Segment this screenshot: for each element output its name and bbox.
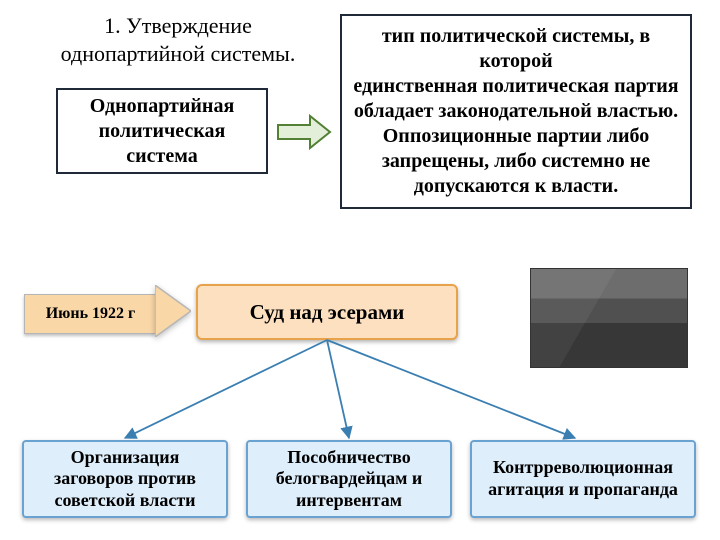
branch-box-3: Контрреволюционная агитация и пропаганда [470, 440, 696, 518]
historical-photo [530, 268, 688, 368]
arrow-right-icon [276, 112, 332, 152]
date-arrow-head-icon [155, 285, 191, 337]
date-arrow-label: Июнь 1922 г [24, 294, 156, 334]
slide-heading: 1. Утверждение однопартийной системы. [48, 12, 308, 67]
branch-box-2: Пособничество белогвардейцам и интервент… [246, 440, 452, 518]
trial-box: Суд над эсерами [196, 284, 458, 340]
slide: 1. Утверждение однопартийной системы. Од… [0, 0, 720, 540]
term-box: Однопартийная политическая система [56, 88, 268, 174]
definition-box: тип политической системы, в которой един… [340, 14, 692, 209]
date-arrow: Июнь 1922 г [24, 294, 192, 334]
branch-box-1: Организация заговоров против советской в… [22, 440, 228, 518]
